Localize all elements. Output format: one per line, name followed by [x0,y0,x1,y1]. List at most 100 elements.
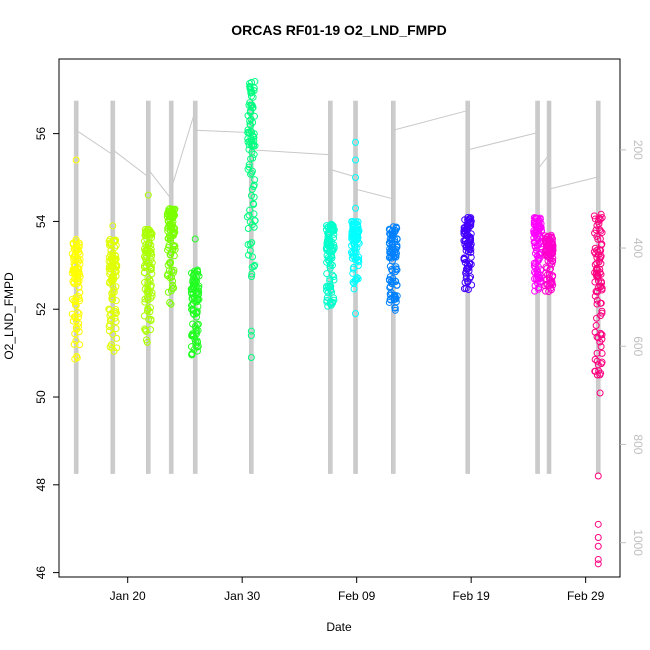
data-point [391,238,399,246]
pressure-transition-line [112,149,149,178]
data-point [107,310,115,318]
data-point [142,229,150,237]
data-point [249,93,257,101]
data-point [594,235,602,243]
data-point [593,314,601,322]
data-point [593,357,601,365]
data-point [393,266,401,274]
data-point [597,299,605,307]
data-point [464,248,472,256]
data-point [72,266,80,274]
data-point-outlier [191,235,199,243]
data-point [596,371,604,379]
data-point [167,300,175,308]
data-point [164,288,172,296]
data-point [106,343,114,351]
data-point [147,294,155,302]
data-point [596,389,604,397]
data-point [598,307,606,315]
data-point [592,226,600,234]
data-point-outlier [594,542,602,550]
data-point [166,299,174,307]
data-point [107,251,115,259]
data-point [194,342,202,350]
data-point [251,112,259,120]
data-point [328,247,336,255]
data-point [327,220,335,228]
data-point [389,274,397,282]
x-axis: Jan 20 Jan 30 Feb 09 Feb 19 Feb 29 [110,577,605,603]
data-point [248,169,256,177]
data-point [531,229,539,237]
data-point [75,239,83,247]
data-point [350,285,358,293]
data-point [163,272,171,280]
data-point [245,163,253,171]
data-point [72,337,80,345]
data-point [598,286,606,294]
data-point [188,350,196,358]
data-point [143,338,151,346]
data-point [105,327,113,335]
data-point [591,356,599,364]
pressure-transition-line [251,149,331,156]
pressure-transition-line [75,129,114,156]
plot-frame [58,58,621,578]
data-point [75,293,83,301]
data-point [392,263,400,271]
data-point [466,238,474,246]
x-axis-label: Date [326,620,352,634]
data-point [330,273,338,281]
data-point [542,242,550,250]
pressure-transition-line [195,129,252,134]
data-point [76,256,84,264]
data-point [530,227,538,235]
data-point [591,292,599,300]
data-point [355,256,363,264]
data-point-outlier [72,156,80,164]
y2-tick-label: 800 [631,434,645,454]
pressure-transition-line [147,169,172,200]
data-point [593,371,601,379]
data-point [108,276,116,284]
data-point [72,247,80,255]
data-point [105,305,113,313]
data-point [168,220,176,228]
y-tick-label: 56 [34,127,48,141]
data-point [188,295,196,303]
data-point [386,253,394,261]
pressure-transition-line [330,168,356,178]
data-point [191,280,199,288]
data-point [245,211,253,219]
data-point [393,281,401,289]
data-points [68,78,606,568]
data-point [142,251,150,259]
data-point [391,227,399,235]
data-point [140,269,148,277]
data-point-outlier [594,533,602,541]
data-point [247,170,255,178]
data-point [532,263,540,271]
data-point [591,367,599,375]
data-point [195,272,203,280]
data-point [597,227,605,235]
data-point [329,246,337,254]
data-point [386,290,394,298]
data-point [594,251,602,259]
data-point [143,259,151,267]
data-point [143,307,151,315]
y-tick-label: 46 [34,566,48,580]
data-point [247,89,255,97]
data-point [590,212,598,220]
x-tick-label: Feb 29 [567,589,605,603]
data-point [72,298,80,306]
data-point-outlier [144,191,152,199]
data-point [591,261,599,269]
data-point [592,322,600,330]
data-point [535,271,543,279]
data-point [190,310,198,318]
data-point [188,269,196,277]
data-point [169,224,177,232]
data-point [535,223,543,231]
data-point [323,222,331,230]
